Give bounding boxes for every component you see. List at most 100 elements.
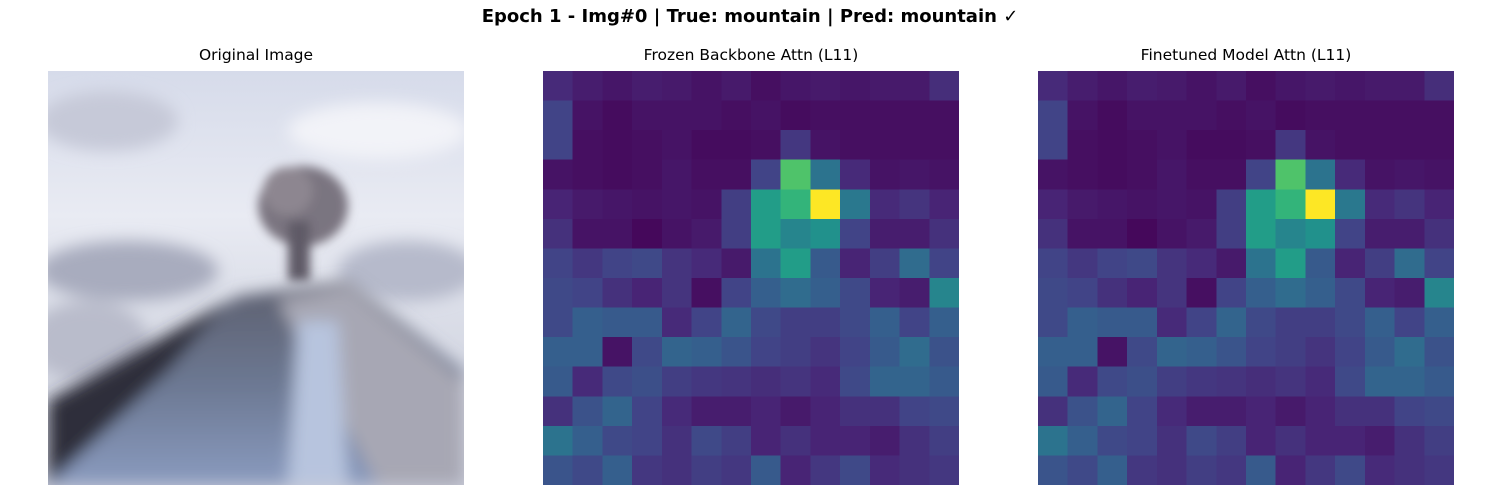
heatmap-cell-r2-c7 bbox=[751, 130, 782, 161]
heatmap-cell-r2-c11 bbox=[869, 130, 901, 161]
heatmap-cell-r5-c13 bbox=[929, 218, 959, 249]
heatmap-cell-r0-c6 bbox=[1216, 71, 1247, 102]
heatmap-cell-r2-c4 bbox=[661, 130, 693, 161]
heatmap-cell-r3-c12 bbox=[899, 159, 930, 190]
heatmap-cell-r12-c13 bbox=[1424, 425, 1454, 456]
heatmap-cell-r5-c11 bbox=[869, 218, 901, 249]
heatmap-cell-r5-c13 bbox=[1424, 218, 1454, 249]
heatmap-cell-r13-c9 bbox=[810, 455, 841, 485]
heatmap-cell-r8-c12 bbox=[1394, 307, 1425, 338]
heatmap-cell-r13-c6 bbox=[721, 455, 752, 485]
heatmap-cell-r2-c0 bbox=[1038, 130, 1069, 161]
heatmap-cell-r2-c5 bbox=[1186, 130, 1217, 161]
heatmap-cell-r11-c1 bbox=[572, 396, 603, 427]
heatmap-cell-r10-c3 bbox=[632, 366, 663, 397]
heatmap-cell-r13-c7 bbox=[751, 455, 782, 485]
heatmap-cell-r5-c9 bbox=[1305, 218, 1336, 249]
heatmap-cell-r4-c2 bbox=[602, 189, 633, 220]
heatmap-cell-r10-c0 bbox=[543, 366, 574, 397]
heatmap-cell-r11-c9 bbox=[1305, 396, 1336, 427]
heatmap-cell-r7-c1 bbox=[572, 278, 603, 309]
heatmap-cell-r8-c6 bbox=[1216, 307, 1247, 338]
heatmap-cell-r0-c7 bbox=[1246, 71, 1277, 102]
heatmap-cell-r13-c4 bbox=[661, 455, 693, 485]
heatmap-cell-r4-c8 bbox=[780, 189, 811, 220]
heatmap-cell-r12-c11 bbox=[869, 425, 901, 456]
heatmap-cell-r0-c0 bbox=[1038, 71, 1069, 102]
heatmap-cell-r11-c5 bbox=[1186, 396, 1217, 427]
heatmap-cell-r6-c10 bbox=[840, 248, 871, 279]
heatmap-cell-r4-c0 bbox=[543, 189, 574, 220]
heatmap-cell-r4-c12 bbox=[899, 189, 930, 220]
heatmap-cell-r7-c7 bbox=[1246, 278, 1277, 309]
heatmap-cell-r2-c13 bbox=[1424, 130, 1454, 161]
heatmap-cell-r7-c13 bbox=[1424, 278, 1454, 309]
heatmap-cell-r4-c1 bbox=[1067, 189, 1098, 220]
heatmap-cell-r11-c13 bbox=[1424, 396, 1454, 427]
heatmap-cell-r5-c4 bbox=[661, 218, 693, 249]
heatmap-cell-r5-c7 bbox=[751, 218, 782, 249]
heatmap-cell-r13-c11 bbox=[1364, 455, 1396, 485]
heatmap-cell-r3-c7 bbox=[1246, 159, 1277, 190]
heatmap-cell-r0-c3 bbox=[632, 71, 663, 102]
heatmap-cell-r12-c0 bbox=[543, 425, 574, 456]
heatmap-cell-r12-c3 bbox=[1127, 425, 1158, 456]
heatmap-cell-r5-c8 bbox=[1275, 218, 1306, 249]
heatmap-cell-r5-c10 bbox=[840, 218, 871, 249]
heatmap-cell-r1-c8 bbox=[1275, 100, 1306, 131]
heatmap-cell-r7-c2 bbox=[1097, 278, 1128, 309]
heatmap-cell-r1-c2 bbox=[1097, 100, 1128, 131]
heatmap-cell-r4-c6 bbox=[721, 189, 752, 220]
heatmap-cell-r4-c3 bbox=[632, 189, 663, 220]
heatmap-cell-r4-c5 bbox=[1186, 189, 1217, 220]
heatmap-cell-r9-c12 bbox=[1394, 337, 1425, 368]
heatmap-cell-r12-c9 bbox=[810, 425, 841, 456]
heatmap-cell-r3-c7 bbox=[751, 159, 782, 190]
heatmap-cell-r2-c9 bbox=[810, 130, 841, 161]
heatmap-cell-r9-c4 bbox=[661, 337, 693, 368]
heatmap-cell-r13-c5 bbox=[1186, 455, 1217, 485]
heatmap-cell-r6-c6 bbox=[1216, 248, 1247, 279]
heatmap-cell-r7-c3 bbox=[1127, 278, 1158, 309]
heatmap-cell-r11-c2 bbox=[602, 396, 633, 427]
heatmap-cell-r11-c6 bbox=[1216, 396, 1247, 427]
heatmap-cell-r6-c1 bbox=[1067, 248, 1098, 279]
heatmap-cell-r7-c8 bbox=[1275, 278, 1306, 309]
heatmap-cell-r8-c2 bbox=[602, 307, 633, 338]
heatmap-cell-r11-c12 bbox=[899, 396, 930, 427]
heatmap-cell-r7-c2 bbox=[602, 278, 633, 309]
heatmap-cell-r3-c8 bbox=[780, 159, 811, 190]
heatmap-cell-r1-c6 bbox=[721, 100, 752, 131]
heatmap-cell-r8-c5 bbox=[1186, 307, 1217, 338]
heatmap-cell-r1-c9 bbox=[1305, 100, 1336, 131]
heatmap-cell-r8-c3 bbox=[632, 307, 663, 338]
heatmap-cell-r0-c12 bbox=[1394, 71, 1425, 102]
heatmap-cell-r9-c9 bbox=[810, 337, 841, 368]
heatmap-cell-r2-c1 bbox=[572, 130, 603, 161]
heatmap-cell-r5-c2 bbox=[1097, 218, 1128, 249]
heatmap-cell-r8-c0 bbox=[543, 307, 574, 338]
heatmap-cell-r11-c5 bbox=[691, 396, 722, 427]
heatmap-cell-r7-c5 bbox=[691, 278, 722, 309]
heatmap-cell-r8-c2 bbox=[1097, 307, 1128, 338]
heatmap-cell-r3-c13 bbox=[929, 159, 959, 190]
heatmap-cell-r6-c0 bbox=[543, 248, 574, 279]
heatmap-cell-r8-c11 bbox=[1364, 307, 1396, 338]
heatmap-cell-r2-c5 bbox=[691, 130, 722, 161]
heatmap-cell-r4-c7 bbox=[751, 189, 782, 220]
heatmap-cell-r0-c9 bbox=[1305, 71, 1336, 102]
heatmap-cell-r11-c2 bbox=[1097, 396, 1128, 427]
heatmap-cell-r1-c12 bbox=[899, 100, 930, 131]
heatmap-cell-r1-c0 bbox=[543, 100, 574, 131]
heatmap-cell-r4-c5 bbox=[691, 189, 722, 220]
heatmap-cell-r3-c5 bbox=[1186, 159, 1217, 190]
heatmap-cell-r8-c8 bbox=[1275, 307, 1306, 338]
heatmap-cell-r0-c10 bbox=[840, 71, 871, 102]
heatmap-cell-r3-c12 bbox=[1394, 159, 1425, 190]
heatmap-cell-r4-c3 bbox=[1127, 189, 1158, 220]
heatmap-cell-r11-c0 bbox=[543, 396, 574, 427]
heatmap-cell-r7-c3 bbox=[632, 278, 663, 309]
heatmap-cell-r8-c10 bbox=[1335, 307, 1366, 338]
heatmap-cell-r0-c10 bbox=[1335, 71, 1366, 102]
heatmap-cell-r1-c4 bbox=[1156, 100, 1188, 131]
